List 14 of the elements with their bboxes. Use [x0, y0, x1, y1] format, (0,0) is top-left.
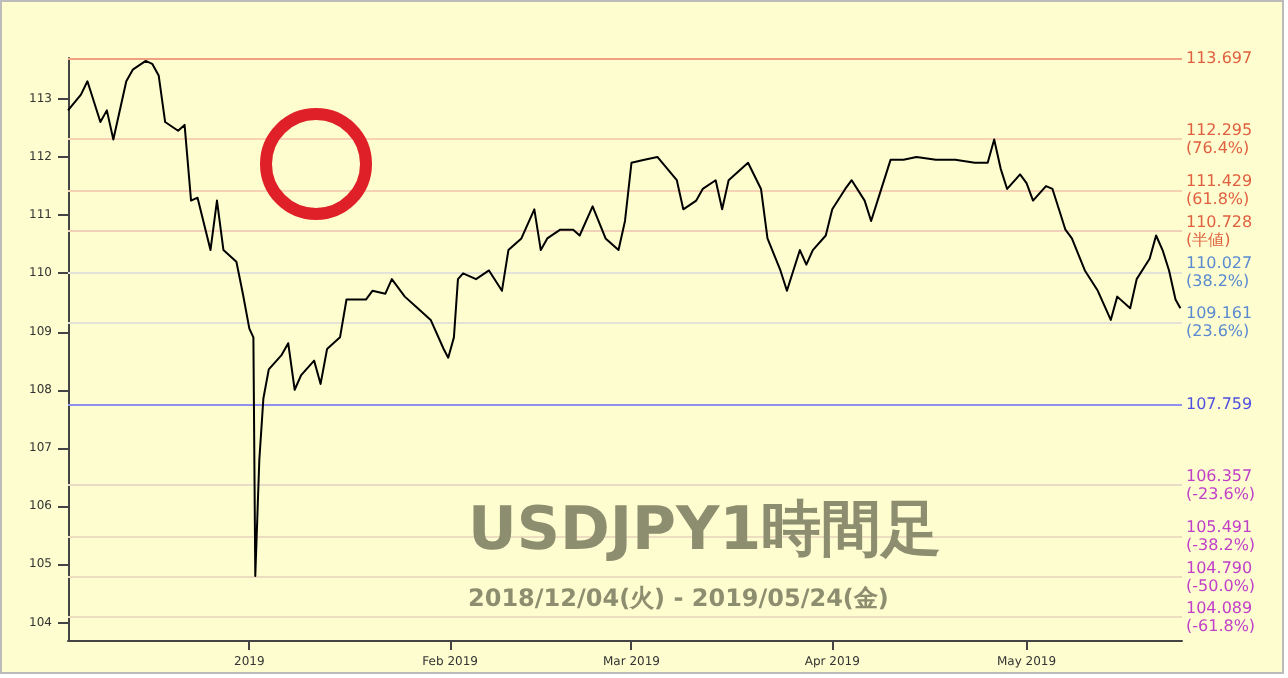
- ref-line-label: 104.089 (-61.8%): [1186, 599, 1256, 636]
- ref-line-label: 110.728 (半値): [1186, 212, 1253, 249]
- ref-line-label: 104.790 (-50.0%): [1186, 558, 1256, 595]
- ref-line-label: 113.697: [1186, 49, 1253, 67]
- text: 2018/12/04(火) - 2019/05/24(金): [468, 584, 889, 612]
- ref-line-label: 112.295 (76.4%): [1186, 121, 1253, 158]
- ref-line-label: 107.759: [1186, 394, 1253, 413]
- ref-line-label: 105.491 (-38.2%): [1186, 517, 1256, 554]
- text: USDJPY1時間足: [468, 495, 942, 565]
- ref-line-label: 106.357 (-23.6%): [1186, 467, 1256, 504]
- ref-line-label: 109.161 (23.6%): [1186, 304, 1253, 341]
- ref-line-label: 110.027 (38.2%): [1186, 253, 1253, 290]
- ref-line-label: 111.429 (61.8%): [1186, 172, 1253, 209]
- line-series: [67, 59, 1182, 577]
